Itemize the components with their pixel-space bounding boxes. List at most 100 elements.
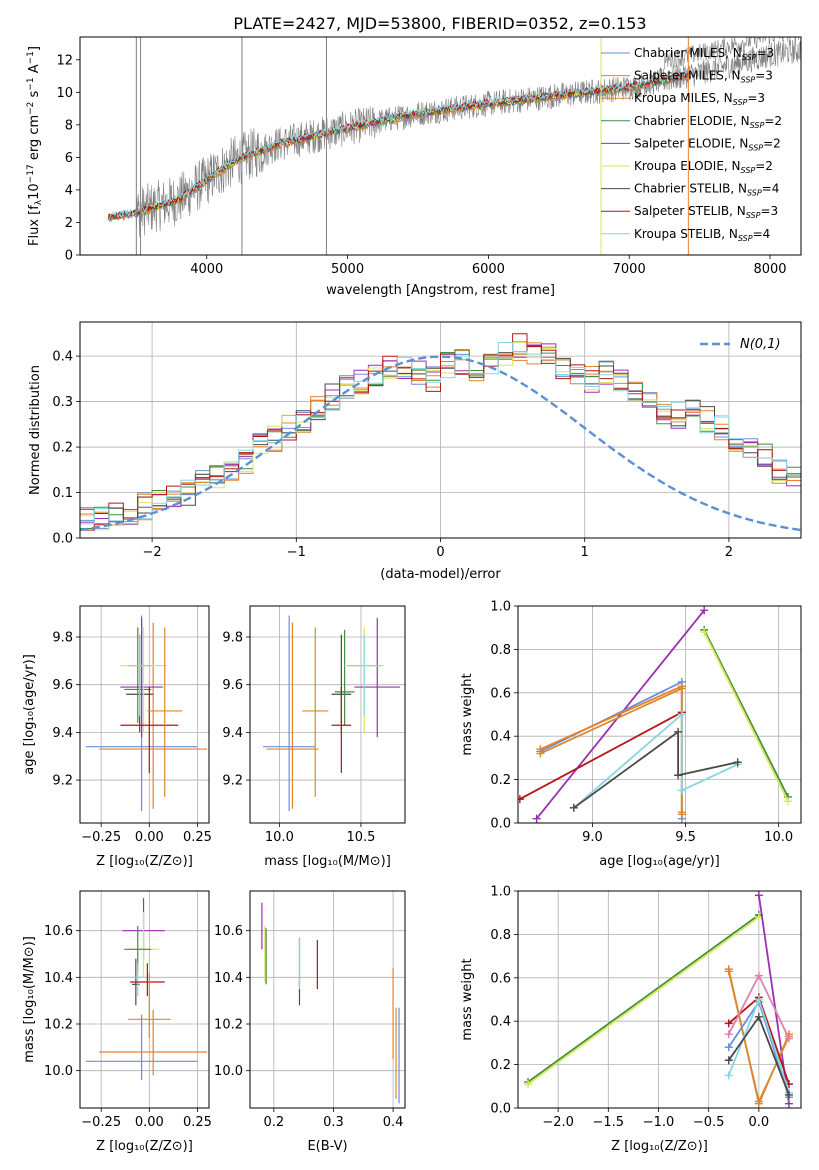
model-line-8 bbox=[108, 68, 692, 220]
x-tick-label: 0.0 bbox=[749, 1115, 770, 1130]
y-tick-label: 0.3 bbox=[52, 395, 73, 410]
x-tick-label: 5000 bbox=[331, 262, 364, 277]
y-tick-label: 0.0 bbox=[52, 532, 73, 547]
x-tick-label: 6000 bbox=[472, 262, 505, 277]
legend-label: Kroupa MILES, NSSP=3 bbox=[634, 91, 765, 107]
x-axis-label: Z [log₁₀(Z/Z⊙)] bbox=[96, 854, 193, 869]
y-tick-label: 0.0 bbox=[490, 1102, 511, 1117]
y-axis-label-part: s bbox=[27, 90, 42, 101]
x-tick-label: 9.0 bbox=[582, 830, 603, 845]
y-tick-label: 9.4 bbox=[52, 726, 73, 741]
gaussian-curve bbox=[80, 355, 801, 532]
weight-point bbox=[724, 1043, 733, 1052]
axes-frame bbox=[79, 36, 802, 256]
legend-label-name: Salpeter STELIB, N bbox=[634, 204, 746, 218]
y-tick-label: 0.6 bbox=[490, 686, 511, 701]
y-tick-label: 10.4 bbox=[214, 971, 243, 986]
plot-area bbox=[85, 615, 208, 812]
y-tick-label: 0.4 bbox=[490, 730, 511, 745]
weight-line bbox=[527, 916, 760, 1085]
y-axis-label-part: −2 bbox=[26, 102, 36, 115]
chart-weight_vs_Z: −2.0 −1.5 −1.0 −0.5 0.0 0.0 0.2 0.4 0.6 0.8 1.0 Z [… bbox=[460, 885, 802, 1154]
legend-label-sub: SSP bbox=[747, 189, 762, 198]
x-tick-label: 0.00 bbox=[135, 830, 164, 845]
legend-label-n: =2 bbox=[764, 114, 782, 128]
y-tick-label: 2 bbox=[65, 216, 73, 231]
legend-label-sub: SSP bbox=[733, 98, 748, 107]
y-tick-label: 9.2 bbox=[52, 774, 73, 789]
x-tick-label: 9.5 bbox=[675, 830, 696, 845]
x-tick-label: 10.5 bbox=[346, 830, 375, 845]
x-axis-label: (data-model)/error bbox=[380, 567, 501, 582]
plot-area bbox=[80, 333, 801, 538]
y-tick-label: 0 bbox=[65, 249, 73, 264]
weight-point bbox=[677, 684, 686, 693]
x-axis-label: E(B-V) bbox=[307, 1139, 347, 1154]
x-tick-label: 7000 bbox=[613, 262, 646, 277]
x-tick-label: 0.25 bbox=[183, 1115, 212, 1130]
y-tick-label: 6 bbox=[65, 151, 73, 166]
x-tick-label: −1.5 bbox=[593, 1115, 625, 1130]
legend-label-name: Salpeter ELODIE, N bbox=[634, 136, 748, 150]
plot-area bbox=[261, 902, 400, 1104]
legend-label-n: =2 bbox=[755, 159, 773, 173]
legend-label-name: Chabrier ELODIE, N bbox=[634, 114, 750, 128]
axes-frame bbox=[517, 890, 802, 1109]
y-axis-label: mass weight bbox=[460, 673, 475, 755]
weight-point bbox=[536, 749, 545, 758]
y-axis-label-part: −17 bbox=[26, 164, 36, 183]
chart-mass_vs_Z: −0.25 0.00 0.25 10.0 10.2 10.4 10.6 Z [log₁₀(Z/… bbox=[22, 890, 212, 1154]
axes-frame bbox=[79, 890, 210, 1109]
weight-point bbox=[677, 710, 686, 719]
legend-label-n: =3 bbox=[755, 69, 773, 83]
weight-point bbox=[754, 1097, 763, 1106]
weight-line bbox=[519, 711, 683, 800]
weight-point bbox=[754, 971, 763, 980]
x-tick-label: −0.5 bbox=[693, 1115, 725, 1130]
y-tick-label: 0.0 bbox=[490, 817, 511, 832]
weight-point bbox=[724, 1071, 733, 1080]
chart-weight_vs_age: 9.0 9.5 10.0 0.0 0.2 0.4 0.6 0.8 1.0 age [log₁₀(a… bbox=[460, 600, 802, 869]
legend-label: Salpeter STELIB, NSSP=3 bbox=[634, 204, 778, 220]
plot-area bbox=[107, 37, 801, 255]
legend-label: Kroupa ELODIE, NSSP=2 bbox=[634, 159, 773, 175]
legend-label-n: =3 bbox=[760, 204, 778, 218]
spectrum-data-line-red bbox=[664, 37, 799, 70]
legend-label-name: Kroupa ELODIE, N bbox=[634, 159, 741, 173]
weight-point bbox=[784, 1090, 793, 1099]
legend-label-name: Kroupa STELIB, N bbox=[634, 227, 738, 241]
x-tick-label: 10.0 bbox=[265, 830, 294, 845]
axes-frame bbox=[79, 321, 802, 539]
weight-point bbox=[724, 1019, 733, 1028]
y-axis-label: Flux [fλ10−17 erg cm−2 s−1 A−1] bbox=[26, 46, 44, 246]
y-tick-label: 10.4 bbox=[44, 971, 73, 986]
y-tick-label: 10.2 bbox=[214, 1018, 243, 1033]
legend-label: Kroupa STELIB, NSSP=4 bbox=[634, 227, 770, 243]
y-tick-label: 0.2 bbox=[490, 1058, 511, 1073]
y-tick-label: 0.4 bbox=[490, 1015, 511, 1030]
axes-frame bbox=[79, 605, 210, 824]
chart-age_vs_mass: 10.0 10.5 9.2 9.4 9.6 9.8 mass [log₁₀(M/M⊙)] bbox=[222, 605, 406, 869]
weight-line bbox=[573, 712, 739, 809]
y-tick-label: 8 bbox=[65, 118, 73, 133]
weight-point bbox=[677, 808, 686, 817]
y-tick-label: 9.8 bbox=[52, 631, 73, 646]
legend-label-n: =3 bbox=[756, 46, 774, 60]
y-axis-label-part: erg cm bbox=[27, 115, 42, 164]
y-tick-label: 0.4 bbox=[52, 350, 73, 365]
legend-label: Salpeter MILES, NSSP=3 bbox=[634, 69, 773, 85]
x-tick-label: 0.00 bbox=[135, 1115, 164, 1130]
x-tick-label: 0.25 bbox=[183, 830, 212, 845]
weight-point bbox=[754, 995, 763, 1004]
x-tick-label: −1 bbox=[287, 545, 306, 560]
x-tick-label: 0.4 bbox=[383, 1115, 404, 1130]
x-tick-label: 4000 bbox=[190, 262, 223, 277]
histogram-7 bbox=[80, 333, 801, 538]
chart-mass_vs_ebv: 0.2 0.3 0.4 10.0 10.2 10.4 10.6 E(B-V) bbox=[214, 890, 406, 1154]
x-tick-label: 1 bbox=[581, 545, 589, 560]
histogram-3 bbox=[80, 341, 801, 538]
plot-area bbox=[524, 891, 793, 1108]
y-tick-label: 0.2 bbox=[490, 773, 511, 788]
y-tick-label: 0.1 bbox=[52, 486, 73, 501]
